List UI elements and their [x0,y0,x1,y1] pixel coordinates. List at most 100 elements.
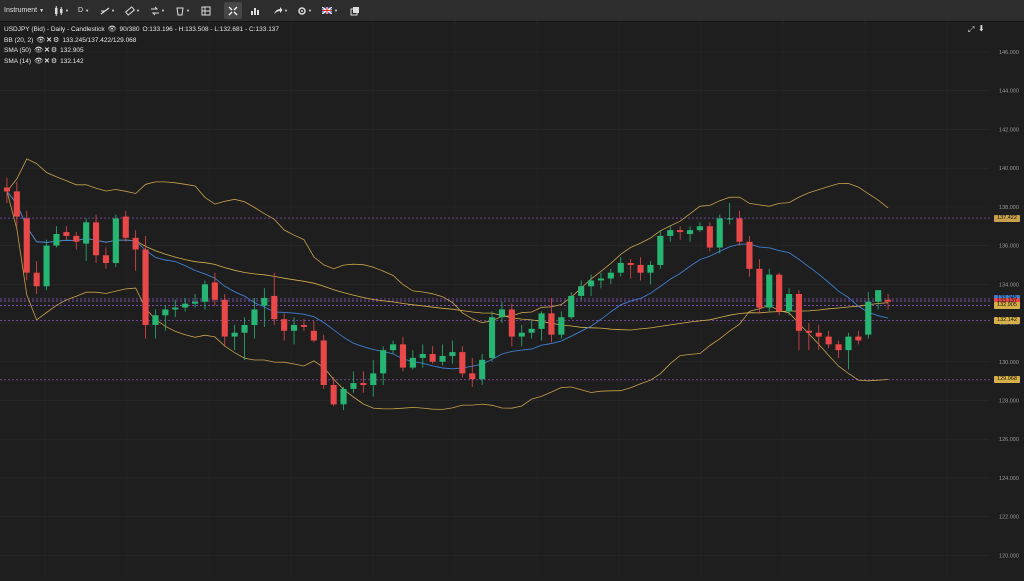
candle-body [706,226,713,248]
candle [241,317,248,360]
candle-body [92,222,100,256]
ruler-button[interactable]: ▼ [125,2,141,19]
gear-icon[interactable]: ⚙ [50,58,58,65]
candle-body [13,191,20,217]
candle-body [776,274,783,312]
candle-body [271,295,278,320]
settings-button[interactable]: ▼ [297,2,315,19]
candle-body [33,272,40,287]
y-tick-label: 124.000 [999,476,1019,482]
close-icon[interactable]: ✕ [43,47,50,54]
candle [13,181,20,227]
crosshair-icon [228,6,238,16]
candle [726,203,733,225]
candle-body [716,218,723,248]
chevron-down-icon: ▼ [65,8,69,13]
line-tool-icon [100,6,110,16]
close-icon[interactable]: ✕ [43,58,50,65]
candle-body [835,344,842,351]
candle-body [340,388,347,405]
share-button[interactable]: ▼ [273,2,289,19]
candle [795,290,803,351]
indicator-label: SMA (14) [4,57,32,65]
close-icon[interactable]: ✕ [46,37,53,44]
candle [380,346,387,385]
candle [815,324,822,351]
eye-icon[interactable]: 👁 [107,26,117,33]
candle [340,386,347,411]
candle-body [261,297,268,306]
candle [686,226,694,242]
y-tick-label: 132.000 [999,321,1019,327]
indicator-label: BB (20, 2) [4,36,34,44]
share-icon [273,6,283,16]
candle-body [479,359,486,380]
candle-body [73,235,80,242]
candle [182,297,189,312]
candle [657,230,664,269]
indicators-button[interactable] [250,2,264,19]
candle [330,377,337,407]
gear-icon[interactable]: ⚙ [53,37,60,44]
candle [766,268,773,312]
bucket-icon [175,6,185,16]
candle [825,330,832,349]
candle [43,239,50,291]
candle-body [845,336,852,351]
candle [251,297,258,339]
chart-type-button[interactable]: ▼ [54,2,69,19]
candle-body [419,354,426,358]
candle-body [756,268,763,308]
candle-body [330,384,337,405]
y-tick-label: 138.000 [999,205,1019,211]
candle [696,222,704,233]
compare-button[interactable]: ▼ [150,2,166,19]
candle-body [3,187,11,192]
candle [112,214,119,267]
line-tool-button[interactable]: ▼ [100,2,116,19]
candle [300,319,308,331]
candle-body [63,232,70,236]
indicator-value: 133.245/137.422/129.068 [62,36,137,44]
legend-title: USDJPY (Bid) - Daily - Candlestick [4,25,105,33]
candle-body [825,336,832,345]
chevron-down-icon: ▼ [284,8,288,13]
candle [162,305,169,331]
candle-body [251,309,258,325]
candle-body [142,249,149,325]
candlestick-chart[interactable]: 146.000 144.000 142.000 140.000 138.000 136.0… [0,21,1024,576]
candle [389,340,397,355]
download-icon[interactable]: ⬇ [978,24,985,33]
candle [488,311,496,362]
candle [677,226,684,240]
timeframe-dropdown[interactable]: D ▼ [78,2,92,19]
chart-area[interactable]: 146.000 144.000 142.000 140.000 138.000 136.0… [0,21,1024,576]
y-tick-label: 122.000 [999,515,1019,521]
expand-icon[interactable]: ⤢ [968,25,975,34]
legend-ohlc: O:133.196 - H:133.508 - L:132.681 - C:13… [142,25,280,33]
eye-icon[interactable]: 👁 [34,47,43,54]
eye-icon[interactable]: 👁 [36,37,46,44]
layout-button[interactable] [201,2,215,19]
windows-button[interactable] [350,2,362,19]
candle-body [152,315,159,325]
bucket-button[interactable]: ▼ [175,2,191,19]
ruler-icon [125,5,135,16]
gear-icon[interactable]: ⚙ [50,47,58,54]
candle [409,350,416,370]
candle [211,272,218,306]
candle-body [607,272,614,279]
candle [3,177,11,204]
y-tick-label: 128.000 [999,398,1019,404]
candle [756,259,763,314]
language-button[interactable]: ▼ [322,2,340,19]
candle [459,346,466,378]
instrument-dropdown[interactable]: Instrument ▼ [4,2,46,19]
y-tick-label: 136.000 [999,244,1019,250]
candle-body [43,245,50,287]
crosshair-button[interactable] [224,2,242,19]
candle [776,272,783,316]
price-axis: 146.000 144.000 142.000 140.000 138.000 136.0… [999,50,1019,559]
eye-icon[interactable]: 👁 [34,58,43,65]
candle-body [53,233,60,246]
